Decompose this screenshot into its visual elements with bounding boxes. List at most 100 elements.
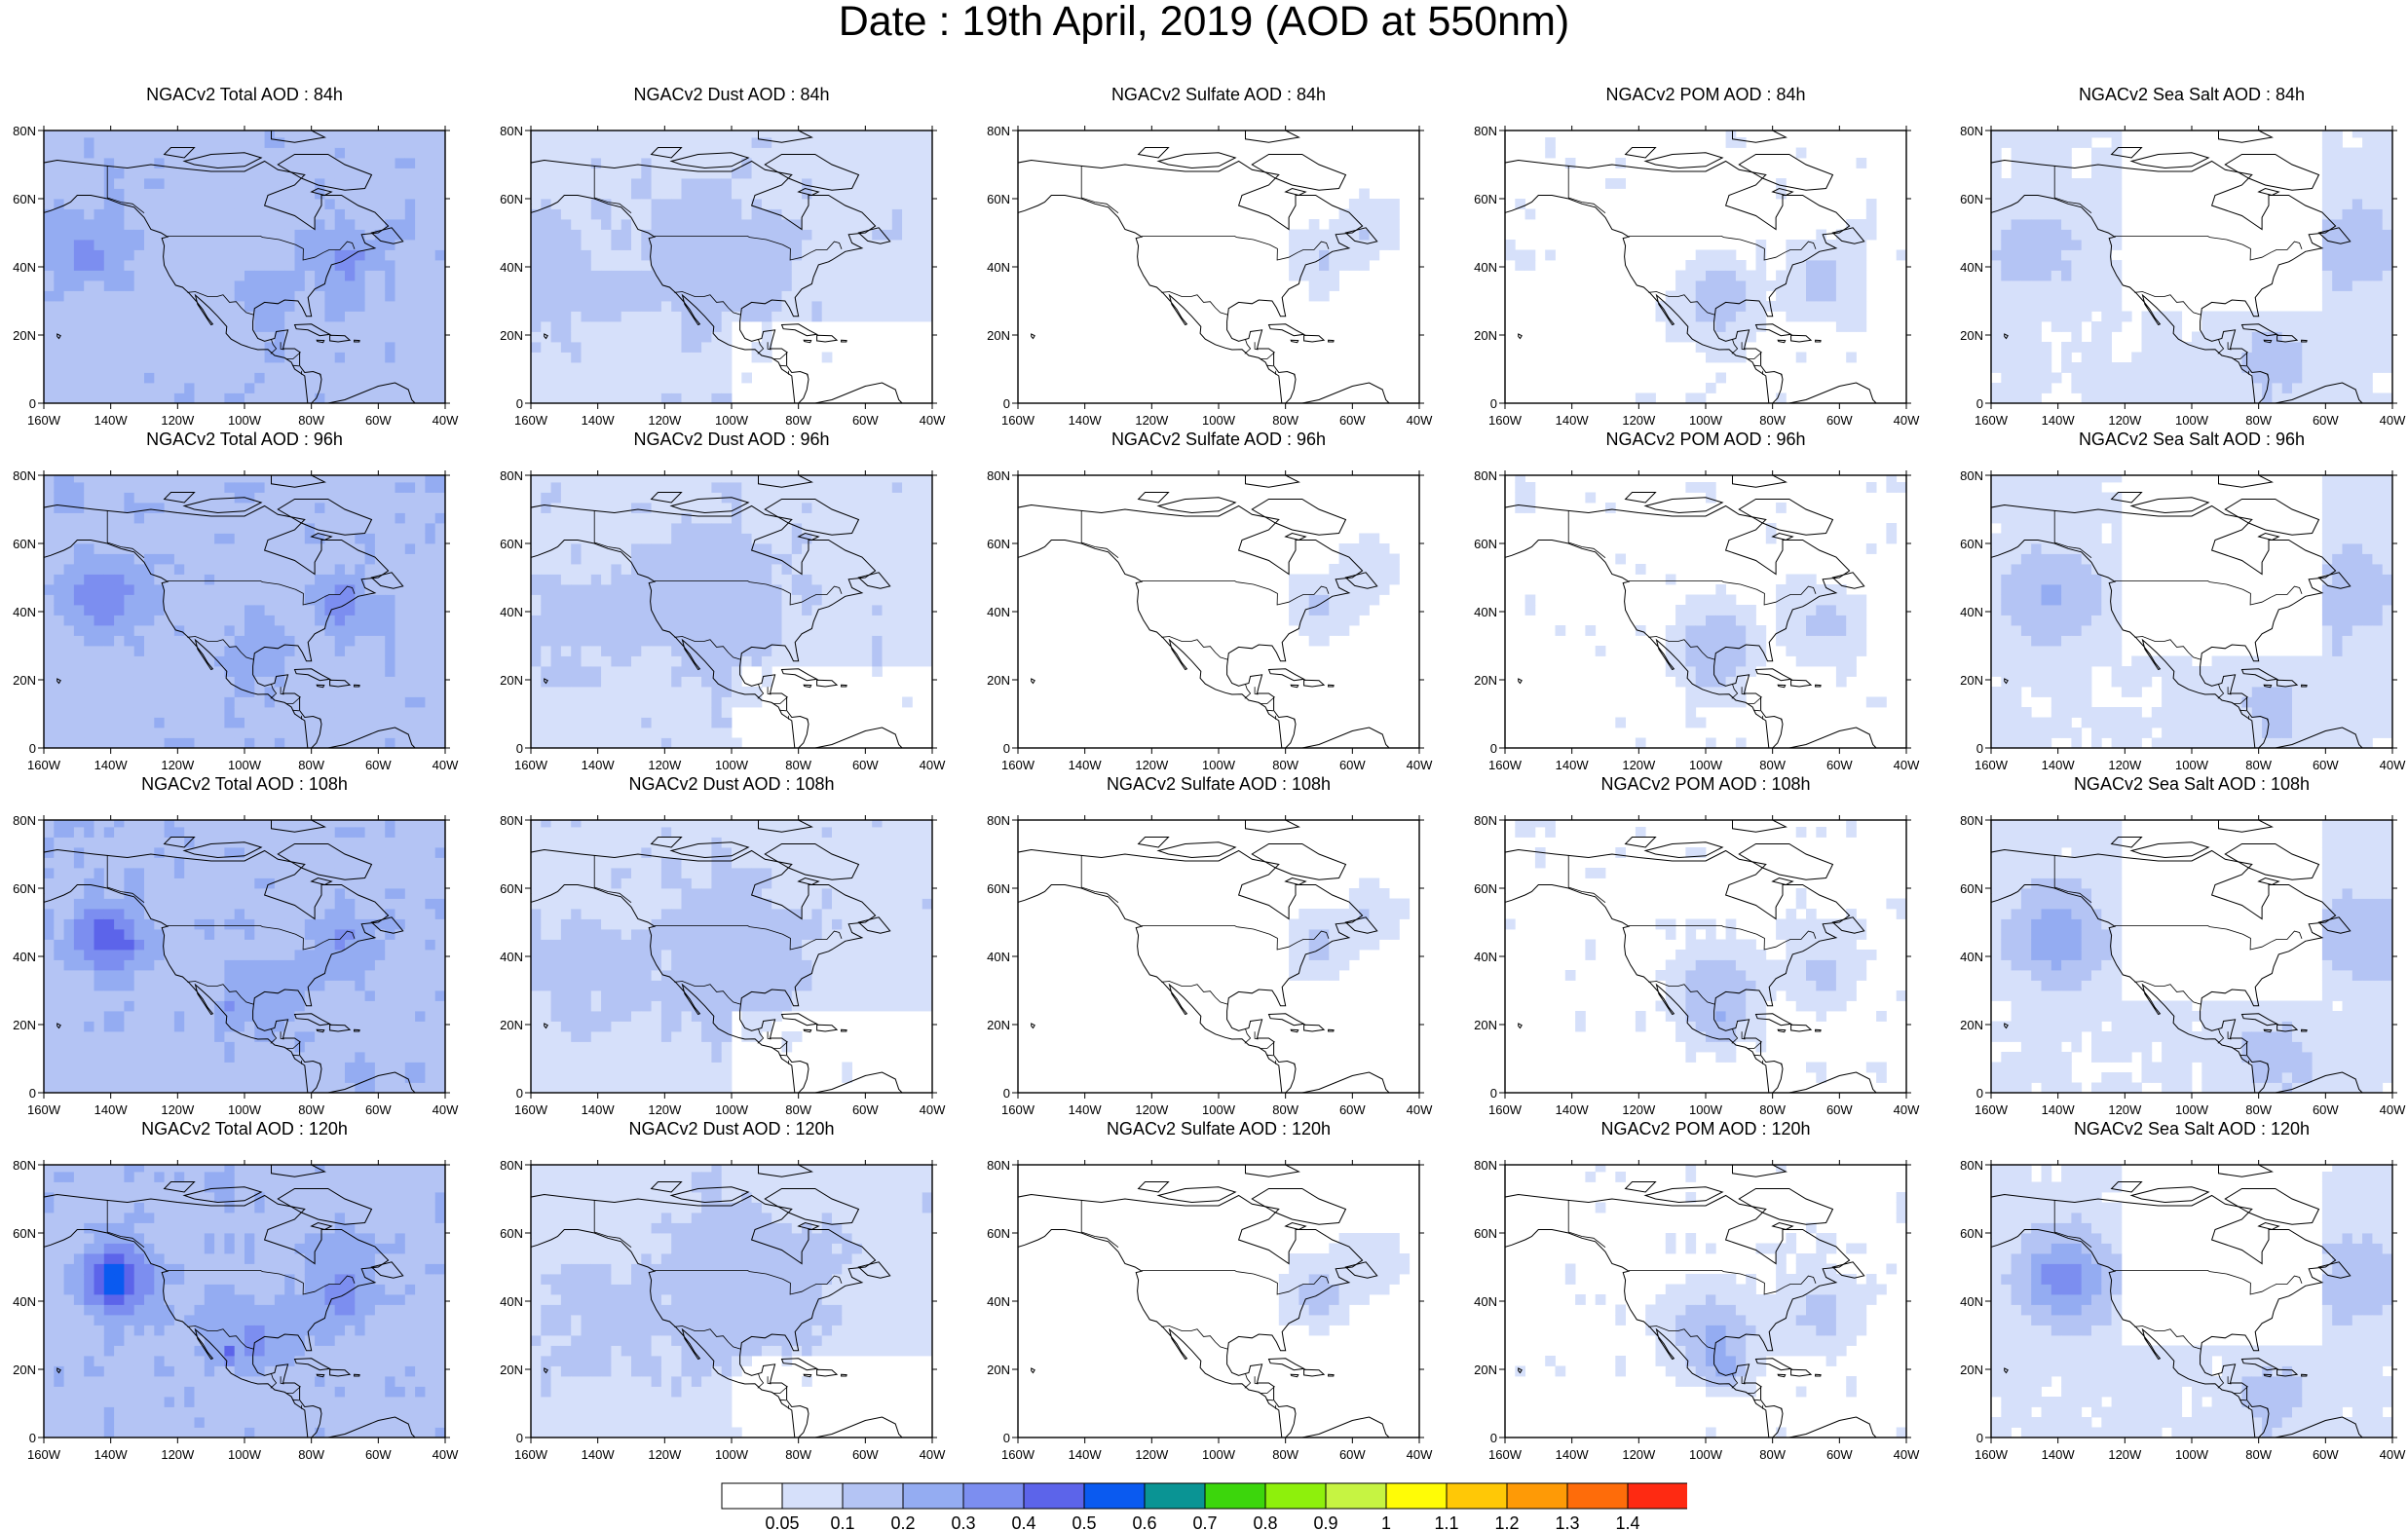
coastline [1505, 820, 1877, 1093]
x-tick-label: 80W [1759, 1102, 1786, 1114]
x-tick-label: 160W [1975, 1447, 2009, 1459]
x-tick-label: 140W [94, 413, 129, 425]
y-tick-label: 80N [500, 813, 523, 828]
y-tick-label: 40N [13, 1294, 36, 1309]
x-tick-label: 140W [94, 758, 129, 769]
aod-field [1289, 188, 1400, 302]
aod-field [531, 1165, 932, 1438]
y-tick-label: 20N [500, 673, 523, 688]
colorbar-swatch [1325, 1482, 1387, 1510]
aod-map: 160W 140W 120W 100W 80W 60W 40W 80N 60N 40N 20N 0 [500, 1158, 946, 1459]
x-tick-label: 100W [1689, 413, 1723, 425]
x-tick-label: 40W [1894, 1447, 1920, 1459]
aod-field [1289, 533, 1400, 647]
map-panel: NGACv2 Dust AOD : 108h 160W 140W 120W 100W 80… [487, 773, 974, 1114]
y-tick-label: 60N [500, 537, 523, 551]
x-tick-label: 100W [1202, 413, 1236, 425]
x-tick-label: 120W [1135, 1102, 1169, 1114]
x-tick-label: 120W [648, 758, 682, 769]
coastline [1018, 131, 1390, 403]
colorbar-label: 0.3 [951, 1513, 975, 1531]
y-tick-label: 0 [1976, 1086, 1983, 1101]
y-tick-label: 40N [1474, 1294, 1497, 1309]
map-panel: NGACv2 Sea Salt AOD : 120h 160W 140W 120W 10… [1947, 1118, 2408, 1459]
y-tick-label: 20N [13, 328, 36, 343]
aod-field [1515, 1165, 1906, 1438]
x-tick-label: 80W [298, 413, 324, 425]
aod-field [531, 820, 932, 1093]
x-tick-label: 140W [1069, 1447, 1103, 1459]
x-tick-label: 140W [1556, 1102, 1590, 1114]
x-tick-label: 160W [514, 758, 548, 769]
x-tick-label: 160W [1488, 1447, 1523, 1459]
map-panel: NGACv2 Total AOD : 96h 160W 140W 120W 100W 80… [0, 429, 487, 769]
y-tick-label: 60N [1474, 1226, 1497, 1241]
y-tick-label: 20N [500, 1018, 523, 1032]
x-tick-label: 80W [1272, 758, 1298, 769]
panel-title: NGACv2 Dust AOD : 120h [628, 1119, 835, 1139]
aod-map: 160W 140W 120W 100W 80W 60W 40W 80N 60N 40N 20N 0 [1960, 813, 2406, 1114]
x-tick-label: 80W [2245, 1102, 2272, 1114]
y-tick-label: 0 [516, 1086, 523, 1101]
aod-map: 160W 140W 120W 100W 80W 60W 40W 80N 60N 40N 20N 0 [1960, 468, 2406, 769]
y-tick-label: 80N [13, 124, 36, 138]
y-tick-label: 60N [987, 1226, 1010, 1241]
panel-title: NGACv2 Dust AOD : 84h [633, 85, 830, 104]
coastline [1018, 1165, 1390, 1438]
x-tick-label: 120W [161, 1447, 195, 1459]
panel-title: NGACv2 Sulfate AOD : 96h [1110, 429, 1327, 449]
colorbar-label: 0.8 [1253, 1513, 1277, 1531]
coastline [44, 131, 416, 403]
y-tick-label: 20N [1474, 673, 1497, 688]
aod-colorbar: 0.05 0.1 0.2 0.3 0.4 0.5 0.6 0.7 0.8 0.9 1 1.1 1.2 1.… [721, 1482, 1687, 1531]
aod-map: 160W 140W 120W 100W 80W 60W 40W 80N 60N 40N 20N 0 [500, 813, 946, 1114]
panel-title: NGACv2 Total AOD : 108h [141, 774, 348, 794]
y-tick-label: 20N [500, 328, 523, 343]
x-tick-label: 140W [94, 1102, 129, 1114]
x-tick-label: 160W [1001, 1447, 1035, 1459]
map-panel: NGACv2 POM AOD : 84h 160W 140W 120W 100W 80W 6… [1461, 84, 1948, 425]
x-tick-label: 40W [1894, 1102, 1920, 1114]
coastline [531, 475, 903, 748]
colorbar-label: 1.2 [1494, 1513, 1519, 1531]
y-tick-label: 0 [516, 741, 523, 756]
y-tick-label: 20N [1960, 673, 1983, 688]
y-tick-label: 0 [1976, 741, 1983, 756]
x-tick-label: 100W [1689, 758, 1723, 769]
y-tick-label: 80N [13, 813, 36, 828]
map-panel: NGACv2 Sulfate AOD : 84h 160W 140W 120W 100W… [974, 84, 1461, 425]
y-tick-label: 80N [1960, 468, 1983, 483]
colorbar-swatch [842, 1482, 904, 1510]
aod-field [1505, 131, 1906, 403]
y-tick-label: 0 [1490, 396, 1497, 411]
aod-map: 160W 140W 120W 100W 80W 60W 40W 80N 60N 40N 20N 0 [987, 1158, 1433, 1459]
x-tick-label: 120W [161, 1102, 195, 1114]
map-panel: NGACv2 Dust AOD : 84h 160W 140W 120W 100W 80W… [487, 84, 974, 425]
x-tick-label: 80W [2245, 413, 2272, 425]
y-tick-label: 0 [1003, 1431, 1010, 1445]
x-tick-label: 40W [433, 758, 459, 769]
x-tick-label: 100W [2175, 758, 2209, 769]
x-tick-label: 40W [1407, 413, 1433, 425]
x-tick-label: 60W [2313, 758, 2339, 769]
y-tick-label: 60N [1960, 1226, 1983, 1241]
x-tick-label: 60W [852, 758, 879, 769]
colorbar-swatch [1566, 1482, 1629, 1510]
aod-field [1289, 878, 1411, 981]
y-tick-label: 60N [500, 1226, 523, 1241]
y-tick-label: 20N [1474, 1363, 1497, 1377]
x-tick-label: 40W [433, 413, 459, 425]
y-tick-label: 80N [987, 1158, 1010, 1173]
aod-map: 160W 140W 120W 100W 80W 60W 40W 80N 60N 40N 20N 0 [987, 468, 1433, 769]
y-tick-label: 20N [987, 1363, 1010, 1377]
aod-map: 160W 140W 120W 100W 80W 60W 40W 80N 60N 40N 20N 0 [13, 468, 459, 769]
x-tick-label: 100W [228, 413, 262, 425]
y-tick-label: 0 [1003, 1086, 1010, 1101]
aod-field [44, 475, 445, 748]
colorbar-swatch [721, 1482, 783, 1510]
x-tick-label: 140W [2042, 1102, 2076, 1114]
coastline [531, 820, 903, 1093]
x-tick-label: 140W [94, 1447, 129, 1459]
y-tick-label: 60N [987, 192, 1010, 206]
x-tick-label: 120W [1622, 413, 1656, 425]
